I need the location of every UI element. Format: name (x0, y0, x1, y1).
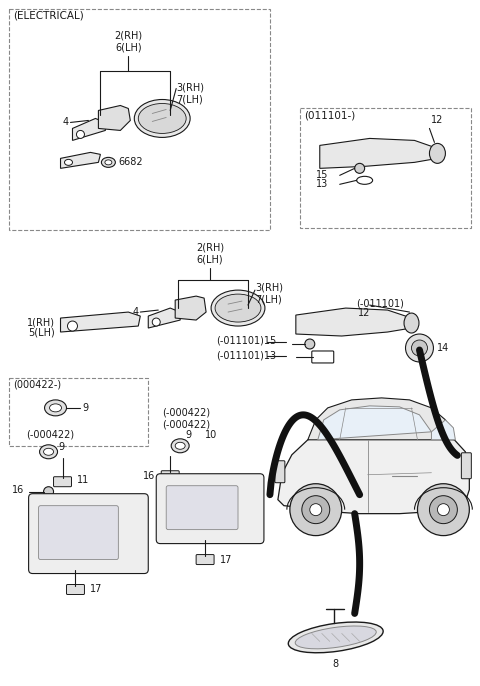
Ellipse shape (64, 159, 72, 165)
FancyBboxPatch shape (275, 461, 285, 483)
FancyBboxPatch shape (166, 486, 238, 530)
Text: (-000422): (-000422) (162, 408, 210, 418)
FancyBboxPatch shape (38, 506, 119, 560)
Ellipse shape (105, 160, 112, 165)
Text: (-000422): (-000422) (162, 420, 210, 430)
Ellipse shape (134, 99, 190, 137)
FancyBboxPatch shape (54, 477, 72, 486)
Text: 10: 10 (205, 430, 217, 440)
Circle shape (411, 340, 428, 356)
Text: 16: 16 (12, 485, 24, 495)
Polygon shape (318, 406, 432, 440)
Text: 7(LH): 7(LH) (255, 294, 282, 304)
Text: (-000422): (-000422) (26, 430, 75, 440)
Ellipse shape (45, 400, 67, 416)
Text: 13: 13 (316, 179, 328, 189)
Ellipse shape (175, 442, 185, 449)
Text: 7(LH): 7(LH) (176, 95, 203, 104)
Text: 9: 9 (83, 403, 89, 413)
Ellipse shape (211, 290, 265, 326)
Polygon shape (308, 398, 455, 440)
Circle shape (68, 321, 77, 331)
Bar (9, 9, 270, 230)
Ellipse shape (39, 445, 58, 459)
Polygon shape (320, 139, 437, 168)
Text: (ELECTRICAL): (ELECTRICAL) (12, 11, 84, 21)
Circle shape (290, 484, 342, 536)
Ellipse shape (357, 176, 372, 185)
Text: 4: 4 (132, 307, 138, 317)
Circle shape (152, 318, 160, 326)
Polygon shape (148, 308, 180, 328)
Polygon shape (60, 152, 100, 168)
Bar (300, 108, 471, 228)
Text: 8: 8 (333, 659, 339, 670)
Text: 12: 12 (432, 115, 444, 126)
Text: 5(LH): 5(LH) (28, 327, 55, 337)
Ellipse shape (101, 157, 115, 167)
Circle shape (437, 504, 449, 516)
Text: 2(RH): 2(RH) (196, 242, 224, 252)
Circle shape (44, 486, 54, 497)
Ellipse shape (215, 294, 261, 322)
Polygon shape (98, 106, 130, 130)
Polygon shape (175, 296, 206, 320)
FancyBboxPatch shape (161, 471, 179, 481)
Text: 4: 4 (62, 117, 69, 128)
FancyBboxPatch shape (312, 351, 334, 363)
Text: 9: 9 (59, 442, 65, 452)
Text: 9: 9 (185, 430, 192, 440)
Text: 6(LH): 6(LH) (197, 255, 223, 264)
FancyBboxPatch shape (67, 584, 84, 595)
Polygon shape (432, 420, 456, 440)
Circle shape (418, 484, 469, 536)
Circle shape (310, 504, 322, 516)
FancyBboxPatch shape (156, 474, 264, 543)
Ellipse shape (288, 622, 383, 653)
Circle shape (355, 163, 365, 174)
Text: 17: 17 (90, 584, 103, 595)
FancyBboxPatch shape (29, 494, 148, 573)
Text: 6(LH): 6(LH) (115, 43, 142, 53)
Polygon shape (296, 308, 411, 336)
Text: (-011101): (-011101) (356, 298, 404, 308)
Text: (011101-): (011101-) (304, 110, 355, 121)
Text: (-011101)13: (-011101)13 (216, 351, 276, 361)
Ellipse shape (171, 439, 189, 453)
Text: 3(RH): 3(RH) (255, 282, 283, 292)
FancyBboxPatch shape (461, 453, 471, 479)
Text: 2(RH): 2(RH) (114, 31, 143, 40)
Text: 14: 14 (437, 343, 450, 353)
Circle shape (305, 339, 315, 349)
Ellipse shape (138, 104, 186, 133)
Circle shape (76, 130, 84, 139)
Text: 15: 15 (316, 170, 328, 180)
Circle shape (406, 334, 433, 362)
Bar (9, 378, 148, 446)
Ellipse shape (49, 404, 61, 412)
Text: 1(RH): 1(RH) (26, 317, 55, 327)
Ellipse shape (44, 448, 54, 456)
Ellipse shape (430, 143, 445, 163)
Circle shape (430, 496, 457, 523)
Text: 16: 16 (143, 471, 155, 481)
Ellipse shape (404, 313, 419, 333)
Ellipse shape (295, 626, 376, 649)
Text: (000422-): (000422-) (12, 380, 61, 390)
Polygon shape (60, 312, 140, 332)
Text: 11: 11 (76, 475, 89, 485)
Polygon shape (72, 119, 106, 141)
Text: (-011101)15: (-011101)15 (216, 335, 276, 345)
FancyBboxPatch shape (196, 554, 214, 565)
Text: 6682: 6682 (119, 157, 143, 167)
Text: 17: 17 (220, 554, 232, 565)
Polygon shape (278, 428, 469, 514)
Text: 12: 12 (358, 308, 370, 318)
Text: 3(RH): 3(RH) (176, 82, 204, 93)
Circle shape (302, 496, 330, 523)
